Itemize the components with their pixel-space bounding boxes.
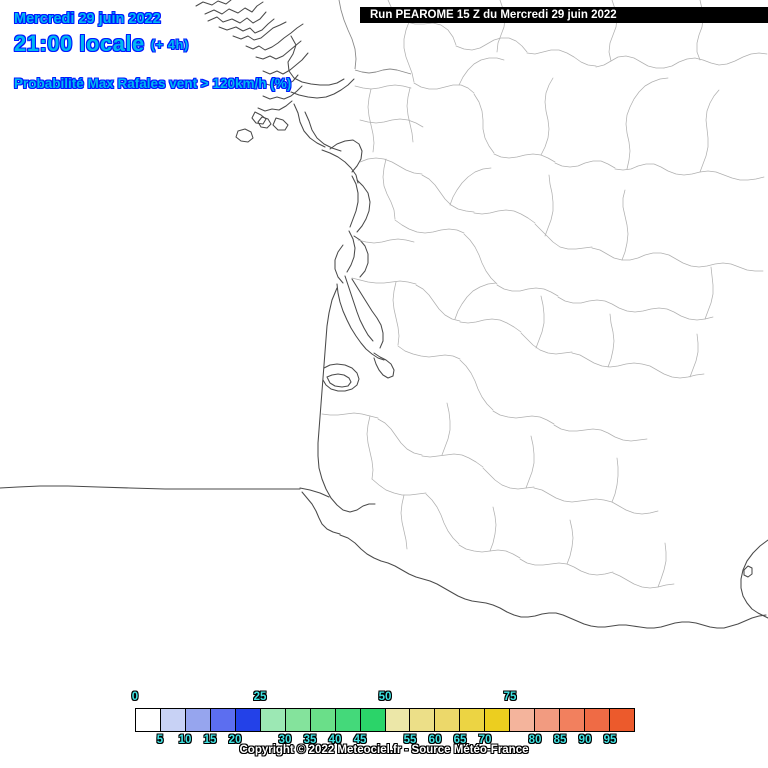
color-scale-cell-25-30[interactable] <box>260 709 286 731</box>
color-scale-tick-45: 45 <box>353 734 367 746</box>
color-scale-tick-30: 30 <box>278 734 292 746</box>
color-scale-cell-85-90[interactable] <box>560 709 586 731</box>
model-run-label: Run PEAROME 15 Z du Mercredi 29 juin 202… <box>370 9 617 21</box>
color-scale-cell-0-5[interactable] <box>136 709 161 731</box>
color-scale-cell-30-35[interactable] <box>285 709 311 731</box>
color-scale-tick-10: 10 <box>178 734 192 746</box>
forecast-date-label: Mercredi 29 juin 2022 <box>14 11 161 27</box>
color-scale-cell-15-20[interactable] <box>210 709 236 731</box>
color-scale-bar[interactable] <box>135 708 635 732</box>
color-scale-cell-60-65[interactable] <box>435 709 461 731</box>
coastline-group <box>0 0 768 629</box>
color-scale-cell-35-40[interactable] <box>310 709 336 731</box>
forecast-time-offset: (+ 4h) <box>150 37 189 52</box>
color-scale-cell-10-15[interactable] <box>185 709 211 731</box>
color-scale-tick-70: 70 <box>478 734 492 746</box>
color-scale-tick-35: 35 <box>303 734 317 746</box>
color-scale-tick-60: 60 <box>428 734 442 746</box>
color-scale-cell-45-50[interactable] <box>360 709 386 731</box>
color-scale-tick-95: 95 <box>603 734 617 746</box>
country-border-group <box>338 0 412 75</box>
color-scale-tick-25: 25 <box>253 691 267 703</box>
color-scale-tick-20: 20 <box>228 734 242 746</box>
color-scale-tick-0: 0 <box>131 691 139 703</box>
color-scale-tick-15: 15 <box>203 734 217 746</box>
color-scale-tick-85: 85 <box>553 734 567 746</box>
forecast-time-label: 21:00 locale (+ 4h) <box>14 31 189 57</box>
color-scale-tick-40: 40 <box>328 734 342 746</box>
color-scale-tick-75: 75 <box>503 691 517 703</box>
color-scale-legend[interactable]: 0 25 50 75 5 10 15 20 30 35 40 45 55 60 65 70 80 85 90 95 <box>132 691 635 746</box>
color-scale-tick-5: 5 <box>156 734 164 746</box>
color-scale-tick-50: 50 <box>378 691 392 703</box>
color-scale-cell-95-100[interactable] <box>610 709 635 731</box>
color-scale-cell-80-85[interactable] <box>535 709 561 731</box>
color-scale-cell-50-55[interactable] <box>385 709 411 731</box>
color-scale-cell-75-80[interactable] <box>510 709 536 731</box>
color-scale-cell-90-95[interactable] <box>585 709 611 731</box>
color-scale-cell-70-75[interactable] <box>485 709 511 731</box>
color-scale-cell-55-60[interactable] <box>410 709 436 731</box>
department-border-group <box>321 0 768 589</box>
color-scale-tick-90: 90 <box>578 734 592 746</box>
color-scale-cell-40-45[interactable] <box>335 709 361 731</box>
color-scale-cell-65-70[interactable] <box>460 709 486 731</box>
forecast-time-value: 21:00 locale <box>14 31 145 56</box>
color-scale-cell-20-25[interactable] <box>235 709 261 731</box>
model-run-bar: Run PEAROME 15 Z du Mercredi 29 juin 202… <box>360 7 768 23</box>
color-scale-tick-65: 65 <box>453 734 467 746</box>
forecast-parameter-label: Probabilité Max Rafales vent > 120km/h (… <box>14 76 292 91</box>
color-scale-tick-80: 80 <box>528 734 542 746</box>
color-scale-cell-5-10[interactable] <box>160 709 186 731</box>
copyright-label: Copyright © 2022 Meteociel.fr - Source M… <box>239 744 529 756</box>
color-scale-tick-55: 55 <box>403 734 417 746</box>
